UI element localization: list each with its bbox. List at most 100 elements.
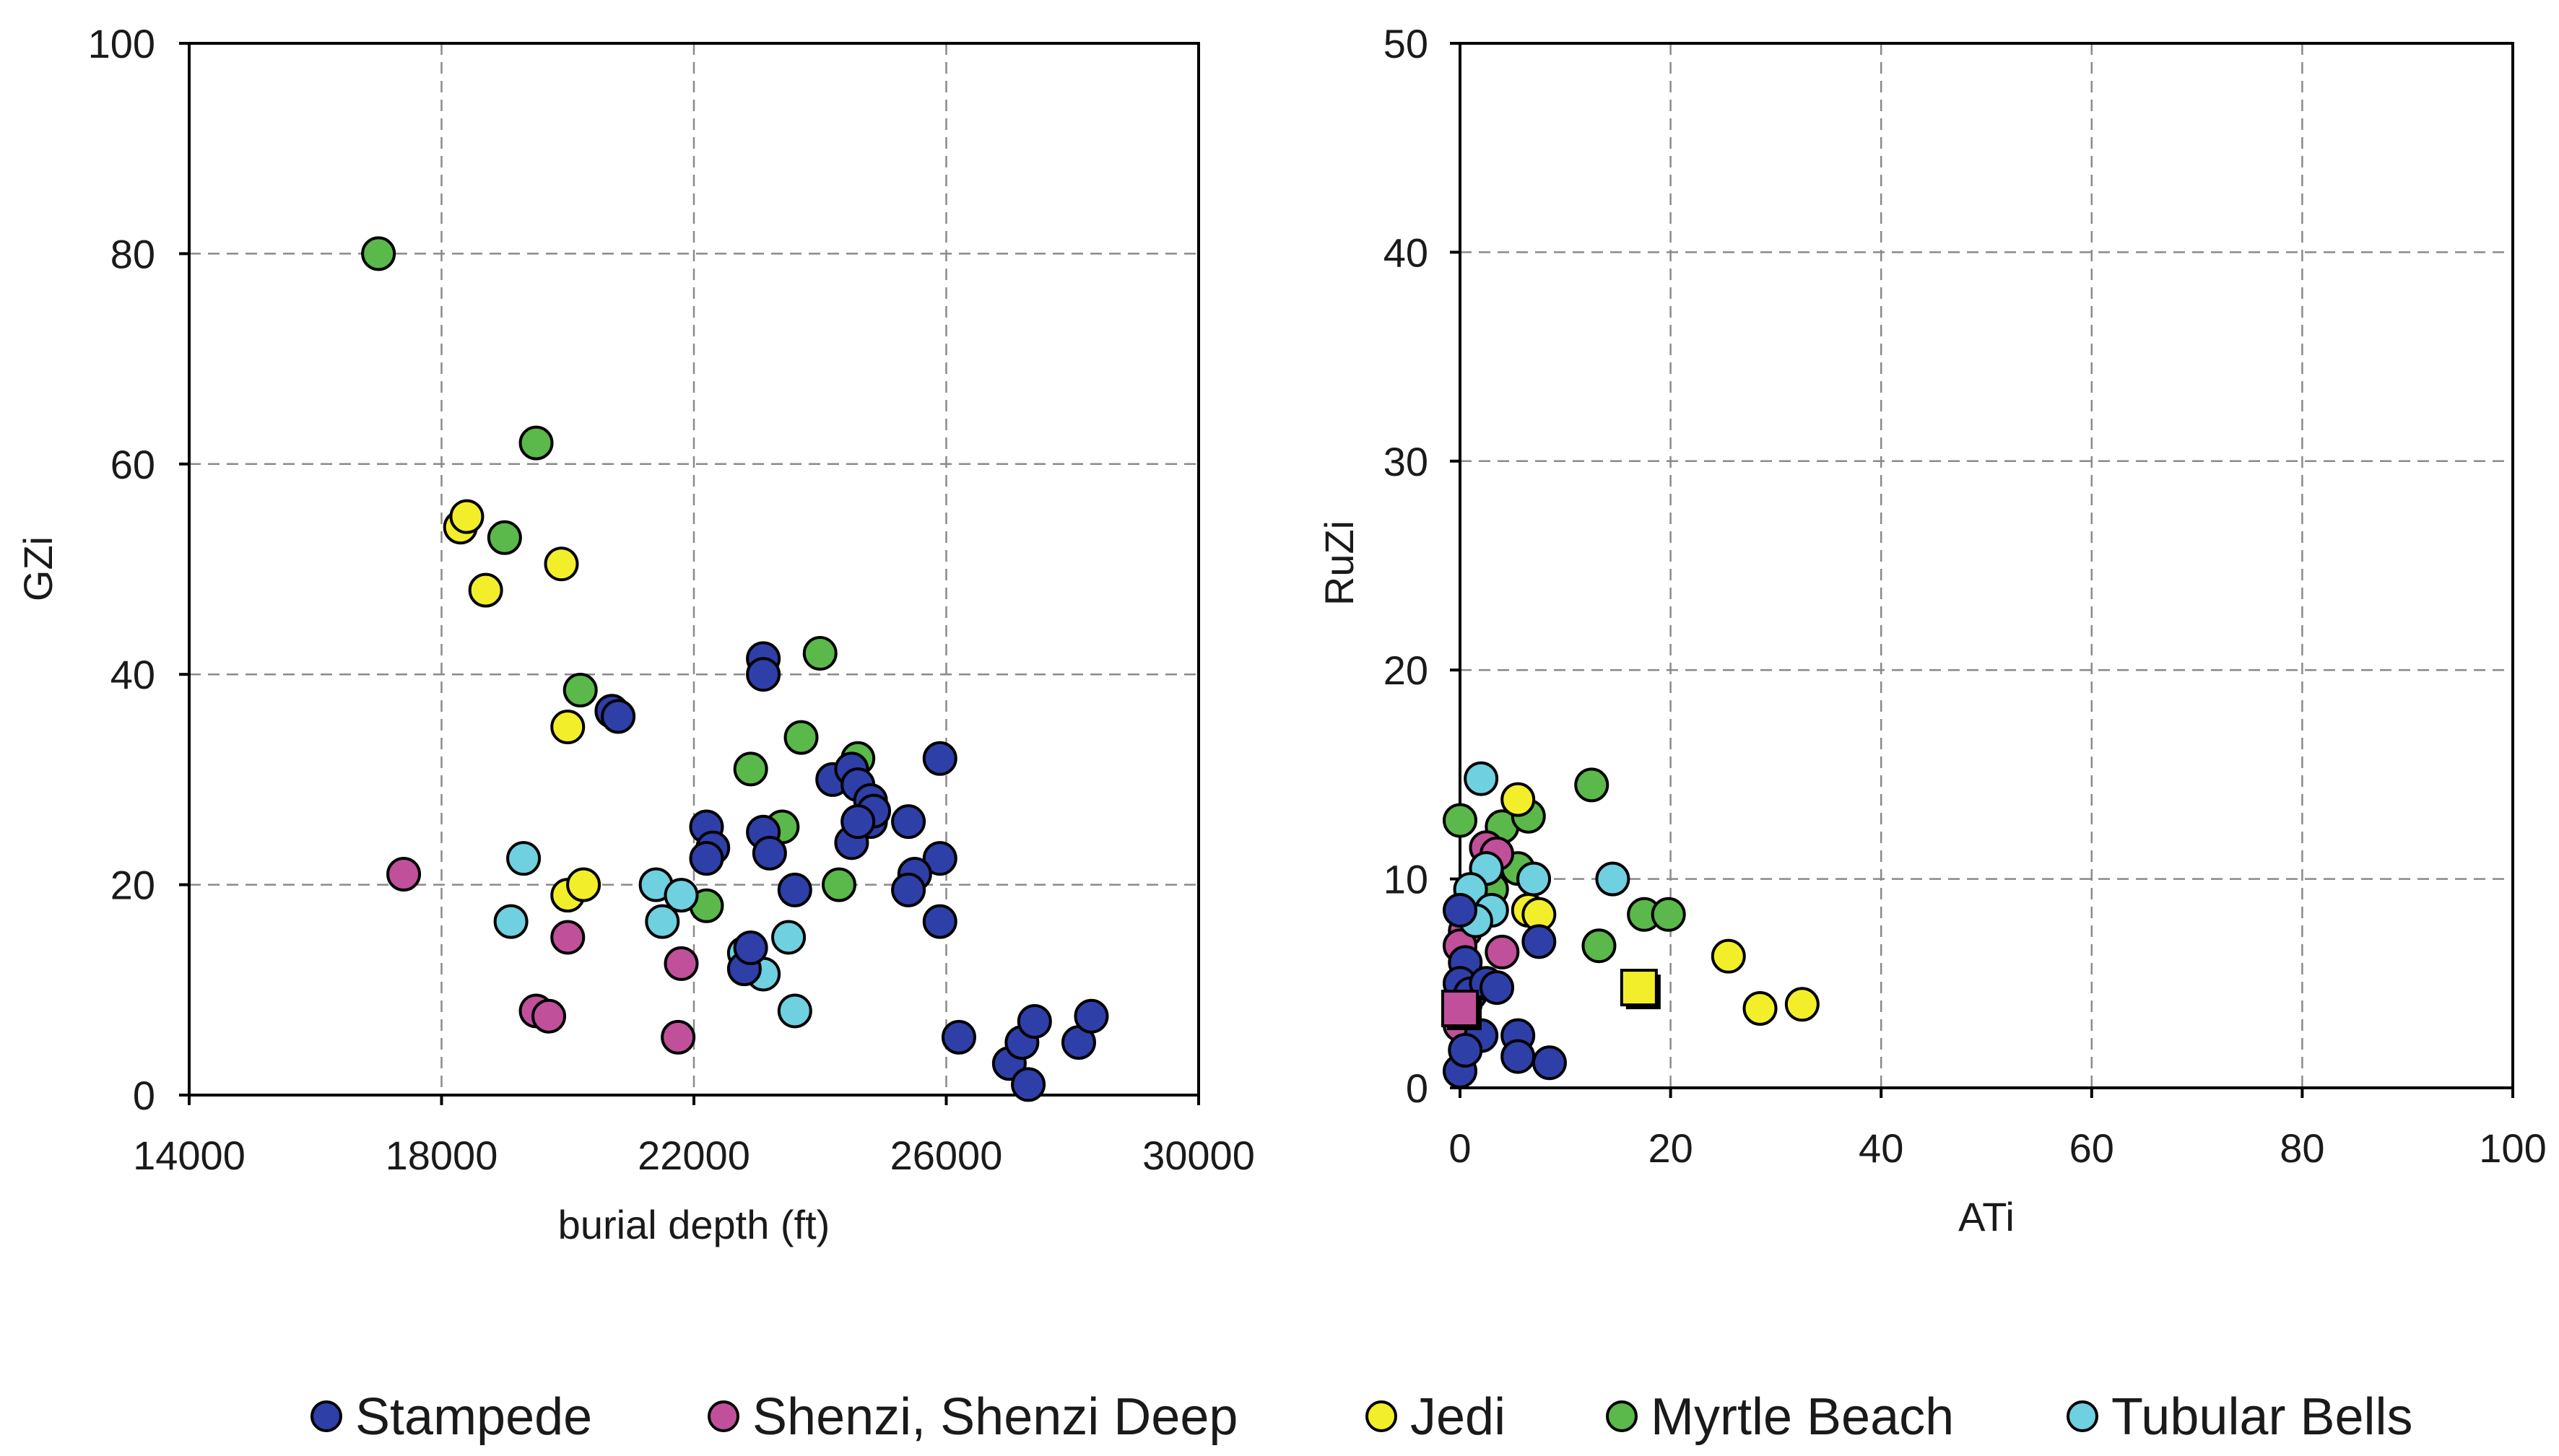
data-point-myrtle-beach (802, 636, 838, 671)
x-tick-label: 20 (1648, 1125, 1693, 1171)
data-point-stampede (1011, 1067, 1046, 1102)
x-tick-label: 0 (1448, 1125, 1471, 1171)
data-point-myrtle-beach (821, 867, 856, 902)
data-point-tubular-bells (1464, 761, 1499, 796)
x-tick-label: 80 (2280, 1125, 2324, 1171)
data-point-tubular-bells (1595, 861, 1630, 897)
data-point-myrtle-beach (562, 673, 598, 708)
data-point-tubular-bells (645, 904, 680, 939)
legend-label-tubular-bells: Tubular Bells (2111, 1388, 2413, 1446)
data-point-myrtle-beach (487, 520, 522, 555)
data-point-jedi (550, 710, 586, 745)
data-point-jedi (1500, 782, 1536, 817)
data-point-stampede (1017, 1004, 1052, 1039)
y-tick-label: 0 (1406, 1065, 1428, 1111)
data-point-stampede (746, 657, 781, 692)
data-point-stampede (840, 804, 876, 840)
legend-marker-myrtle-beach (1606, 1400, 1638, 1432)
data-point-shenzi-shenzi-deep (661, 1019, 696, 1055)
x-tick-label: 22000 (638, 1133, 750, 1178)
data-point-stampede (891, 872, 926, 907)
legend: Stampede Shenzi, Shenzi Deep Jedi Myrtle… (310, 1388, 2413, 1446)
data-point-tubular-bells (664, 878, 699, 913)
x-axis-title: ATi (1958, 1194, 2015, 1239)
data-point-tubular-bells (506, 841, 542, 876)
data-point-stampede (1074, 998, 1109, 1034)
y-tick-label: 60 (110, 442, 155, 487)
legend-item-shenzi: Shenzi, Shenzi Deep (708, 1388, 1238, 1446)
y-tick-label: 50 (1383, 21, 1428, 66)
data-point-stampede (601, 699, 636, 734)
data-point-jedi (1784, 987, 1820, 1022)
y-tick-label: 30 (1383, 439, 1428, 484)
data-point-shenzi-shenzi-deep (664, 946, 699, 981)
data-point-jedi (566, 867, 601, 902)
x-tick-label: 30000 (1142, 1133, 1255, 1178)
chart-ruzi-vs-ati: 0 20 40 60 80 100 0 10 20 30 40 50 ATi RuZi (1316, 21, 2547, 1239)
data-point-jedi (544, 546, 579, 582)
y-tick-label: 20 (110, 863, 155, 908)
legend-marker-stampede (310, 1400, 342, 1432)
data-point-shenzi-shenzi-deep (531, 998, 567, 1034)
square-marker-shenzi-shenzi-deep (1441, 990, 1479, 1028)
y-tick-label: 100 (88, 21, 155, 66)
data-point-myrtle-beach (361, 236, 396, 271)
data-point-stampede (922, 841, 957, 876)
y-axis-title: RuZi (1316, 520, 1362, 606)
data-point-myrtle-beach (518, 425, 554, 461)
legend-marker-tubular-bells (2067, 1400, 2098, 1432)
data-point-tubular-bells (771, 920, 807, 955)
legend-item-stampede: Stampede (310, 1388, 592, 1446)
legend-item-jedi: Jedi (1365, 1388, 1506, 1446)
data-point-stampede (941, 1019, 976, 1055)
y-tick-label: 40 (110, 652, 155, 697)
x-tick-label: 100 (2479, 1125, 2546, 1171)
legend-label-shenzi: Shenzi, Shenzi Deep (752, 1388, 1238, 1446)
square-marker-jedi (1620, 969, 1658, 1007)
data-point-stampede (777, 872, 812, 907)
data-point-stampede (689, 841, 724, 876)
data-point-jedi (1711, 938, 1746, 974)
data-point-myrtle-beach (1581, 928, 1617, 964)
data-point-stampede (891, 804, 926, 840)
data-point-stampede (733, 930, 768, 966)
y-axis-title: GZi (15, 536, 61, 601)
data-point-myrtle-beach (783, 720, 819, 755)
plot-area-frame (1459, 42, 2514, 1089)
data-point-stampede (752, 835, 787, 871)
data-point-stampede (1443, 893, 1477, 928)
legend-label-jedi: Jedi (1410, 1388, 1506, 1446)
x-tick-label: 18000 (386, 1133, 498, 1178)
y-tick-label: 40 (1383, 230, 1428, 275)
legend-label-stampede: Stampede (355, 1388, 592, 1446)
data-point-myrtle-beach (1443, 803, 1477, 838)
legend-item-tubular-bells: Tubular Bells (2067, 1388, 2413, 1446)
legend-marker-shenzi (708, 1400, 739, 1432)
data-point-jedi (468, 572, 503, 608)
data-point-stampede (1521, 924, 1557, 959)
data-point-tubular-bells (777, 993, 812, 1029)
data-point-stampede (922, 904, 957, 939)
y-tick-label: 80 (110, 231, 155, 276)
y-tick-label: 10 (1383, 857, 1428, 902)
data-point-myrtle-beach (733, 751, 768, 787)
y-tick-label: 20 (1383, 648, 1428, 693)
data-point-stampede (1532, 1045, 1567, 1081)
data-point-shenzi-shenzi-deep (550, 920, 586, 955)
legend-item-myrtle-beach: Myrtle Beach (1606, 1388, 1954, 1446)
legend-marker-jedi (1365, 1400, 1397, 1432)
data-point-stampede (1448, 1032, 1483, 1068)
x-axis-title: burial depth (ft) (558, 1202, 830, 1247)
data-point-stampede (1480, 970, 1515, 1006)
x-tick-label: 60 (2069, 1125, 2114, 1171)
data-point-tubular-bells (1516, 861, 1552, 897)
data-point-myrtle-beach (1651, 897, 1686, 932)
data-point-shenzi-shenzi-deep (1485, 934, 1520, 969)
x-tick-label: 26000 (890, 1133, 1003, 1178)
data-point-jedi (1742, 991, 1778, 1026)
data-point-shenzi-shenzi-deep (386, 857, 422, 892)
chart-gzi-vs-burial-depth: 14000 18000 22000 26000 30000 0 20 40 60 80 100 bu… (15, 21, 1255, 1247)
x-tick-label: 14000 (133, 1133, 246, 1178)
legend-label-myrtle-beach: Myrtle Beach (1651, 1388, 1954, 1446)
